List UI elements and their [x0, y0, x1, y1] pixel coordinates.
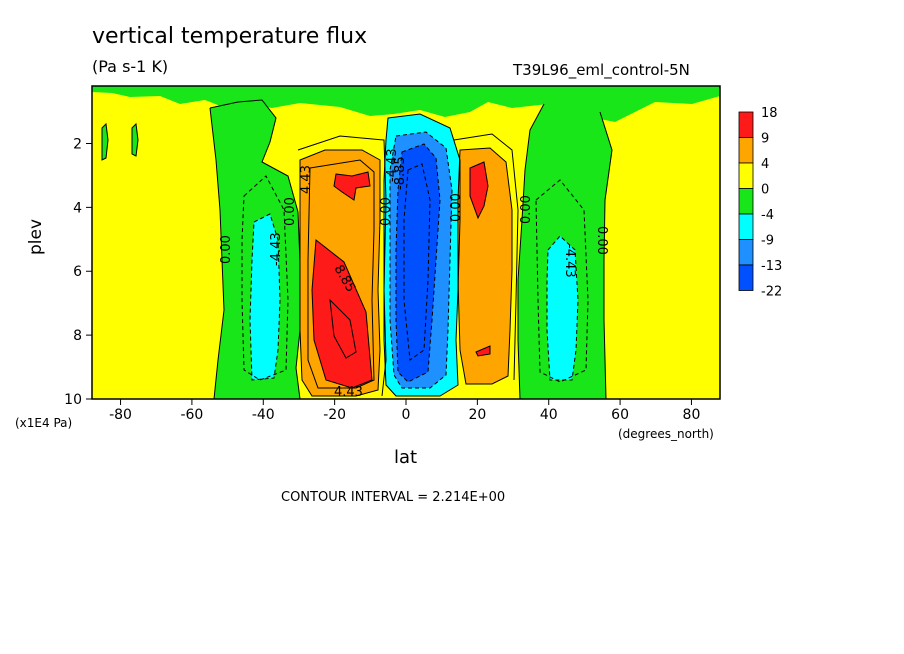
chart-title: vertical temperature flux [92, 24, 368, 49]
contour-lines [101, 99, 613, 399]
colorbar-label: 18 [761, 106, 778, 121]
contour-right-zero [517, 103, 545, 399]
colorbar-swatch [738, 188, 754, 215]
contour-right-cyan [546, 235, 579, 381]
contour-left-red-lower [311, 239, 373, 389]
contour-left-red-upper [333, 171, 371, 201]
y-tick-label: 2 [73, 136, 82, 152]
fill-right-red-dot [476, 346, 490, 356]
contour-right-red-upper [469, 161, 489, 220]
contour-left-lobe [299, 149, 381, 397]
contour-right-lobe-outer [453, 133, 519, 381]
colorbar-swatch [738, 213, 754, 240]
x-tick-label: -40 [252, 407, 275, 423]
fill-top-negative-band [92, 86, 720, 122]
colorbar-label: 0 [761, 183, 769, 198]
contour-label: 0.00 [219, 235, 234, 264]
contour-right-zero-outer [599, 111, 613, 399]
contour-label: -8.85 [393, 156, 408, 190]
contour-patch-1 [101, 122, 109, 161]
x-tick-label: 80 [683, 407, 701, 423]
colorbar-label: -22 [761, 285, 782, 300]
x-tick-label: 20 [468, 407, 486, 423]
contour-right-red-dot [475, 345, 491, 357]
y-axis-label: plev [26, 218, 46, 255]
contour-left-cyan [249, 213, 281, 381]
contour-label: 0.00 [283, 197, 298, 226]
x-axis-units: (degrees_north) [618, 427, 714, 441]
colorbar-label: 4 [761, 157, 769, 172]
colorbar-swatch [738, 264, 754, 291]
y-axis: 2 4 6 8 10 [64, 136, 92, 408]
run-name: T39L96_eml_control-5N [513, 61, 690, 79]
fill-central-deep-blue [396, 144, 440, 382]
contour-label: 0.00 [379, 197, 394, 226]
contour-left-zero-inner [209, 107, 225, 399]
contour-label: 0.00 [519, 195, 534, 224]
contour-left-zero [209, 99, 301, 399]
contour-lines-negative [241, 131, 589, 389]
x-tick-label: 0 [402, 407, 411, 423]
contour-central-deep [395, 143, 441, 383]
contour-label: 4.43 [299, 165, 314, 194]
colorbar-label: -13 [761, 259, 782, 274]
contour-label: 0.00 [594, 226, 609, 255]
y-tick-label: 8 [73, 328, 82, 344]
x-tick-label: -60 [180, 407, 203, 423]
fill-right-cyan-lobe [547, 236, 578, 380]
y-axis-units: (x1E4 Pa) [15, 416, 73, 430]
x-axis: -80 -60 -40 -20 0 20 40 60 80 [109, 399, 700, 423]
contour-label: -4.43 [269, 232, 284, 266]
fill-left-red-lower [312, 240, 372, 388]
contour-left-lobe-outer [297, 135, 387, 397]
fill-left-red-upper [334, 172, 370, 200]
x-tick-label: -80 [109, 407, 132, 423]
fill-left-cyan-lobe [250, 214, 280, 380]
colorbar-swatch [738, 239, 754, 266]
chart-units: (Pa s-1 K) [92, 57, 169, 76]
x-tick-label: 60 [611, 407, 629, 423]
contour-interval: CONTOUR INTERVAL = 2.214E+00 [281, 490, 506, 505]
colorbar-label: -4 [761, 208, 774, 223]
colorbar-swatch [738, 162, 754, 189]
y-tick-label: 10 [64, 392, 82, 408]
contour-label: -4.43 [562, 244, 577, 278]
fill-right-red-upper [470, 162, 488, 218]
contour-label: 4.43 [334, 385, 363, 400]
x-axis-label: lat [394, 447, 418, 468]
contour-label: -4.43 [385, 148, 400, 182]
contour-right-cyan-outer [535, 179, 589, 383]
x-tick-label: 40 [540, 407, 558, 423]
contour-central-cyan [383, 113, 461, 397]
y-tick-label: 4 [73, 200, 82, 216]
x-tick-label: -20 [323, 407, 346, 423]
fill-right-orange-lobe [458, 148, 512, 384]
contour-label: 0.00 [449, 193, 464, 222]
contour-left-red-inner [329, 298, 357, 359]
colorbar-swatch [738, 111, 754, 138]
contour-field: 4.43 0.00 0.00 -4.43 8.85 4.43 0.00 -8.8… [92, 86, 720, 400]
colorbar-label: 9 [761, 132, 769, 147]
contour-labels: 4.43 0.00 0.00 -4.43 8.85 4.43 0.00 -8.8… [219, 148, 609, 400]
y-tick-label: 6 [73, 264, 82, 280]
colorbar: 18 9 4 0 -4 -9 -13 -22 [738, 106, 782, 300]
colorbar-swatch [738, 137, 754, 164]
contour-central-mid [389, 131, 453, 389]
contour-patch-2 [131, 122, 139, 157]
colorbar-label: -9 [761, 234, 774, 249]
contour-left-lobe-inner [307, 159, 375, 389]
